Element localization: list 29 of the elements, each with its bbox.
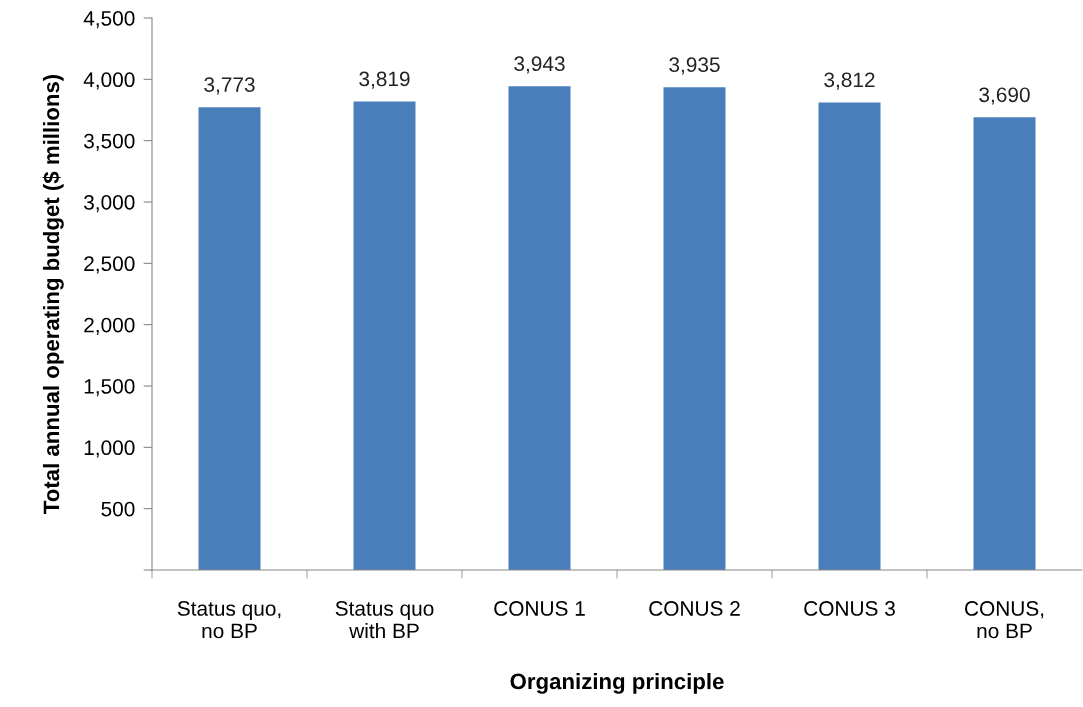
y-tick-label: 4,500 xyxy=(83,11,135,29)
y-tick-label: 3,000 xyxy=(84,195,135,213)
x-tick-label: CONUS 1 xyxy=(494,601,585,616)
x-tick-label: Status quo with BP xyxy=(335,601,434,639)
data-label: 3,819 xyxy=(359,71,410,89)
data-label: 3,812 xyxy=(824,72,875,90)
bar xyxy=(663,87,726,570)
x-tick-label: CONUS 3 xyxy=(804,601,895,616)
x-tick-label: CONUS, no BP xyxy=(965,601,1044,639)
y-tick-label: 1,500 xyxy=(84,379,135,397)
y-tick-label: 1,000 xyxy=(84,440,135,458)
y-tick-label: 500 xyxy=(101,501,135,517)
bar xyxy=(353,101,416,570)
x-tick-label: Status quo, no BP xyxy=(177,601,281,639)
x-axis-title: Organizing principle xyxy=(510,672,724,694)
y-tick-label: 4,000 xyxy=(83,72,135,90)
data-label: 3,935 xyxy=(669,57,720,75)
bar xyxy=(508,86,571,570)
bar xyxy=(818,102,881,570)
data-label: 3,943 xyxy=(514,56,565,74)
x-tick-label: CONUS 2 xyxy=(649,601,740,616)
y-axis-title: Total annual operating budget ($ millions) xyxy=(42,74,64,514)
data-label: 3,690 xyxy=(979,87,1030,105)
bar xyxy=(198,107,261,570)
y-tick-label: 2,000 xyxy=(84,317,135,335)
data-label: 3,773 xyxy=(204,77,255,95)
y-tick-label: 2,500 xyxy=(84,256,135,274)
bar xyxy=(973,117,1036,570)
y-tick-label: 3,500 xyxy=(84,133,135,151)
